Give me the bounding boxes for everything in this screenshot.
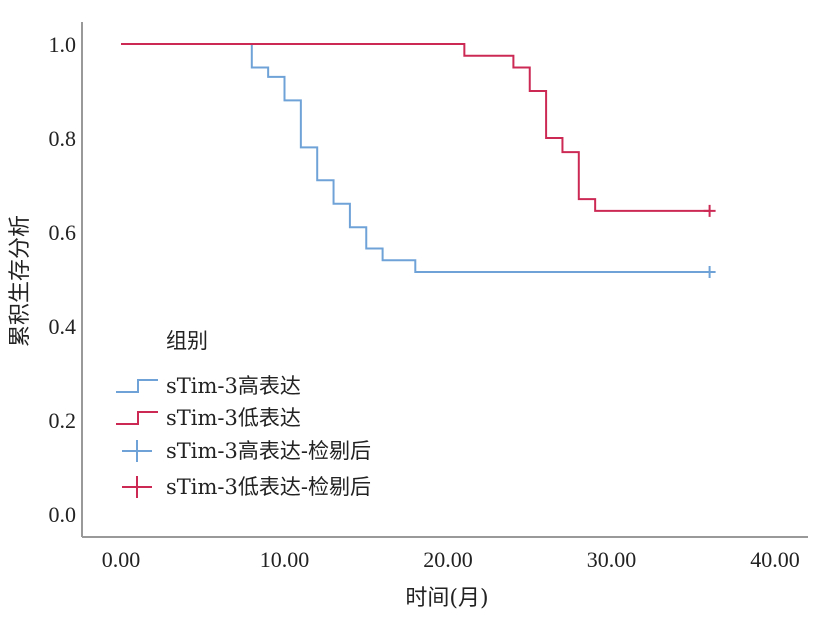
y-tick-labels: 0.0 0.2 0.4 0.6 0.8 1.0 [49, 32, 77, 527]
y-tick-label: 0.8 [49, 126, 77, 151]
legend-label: sTim-3高表达-检剔后 [166, 439, 371, 463]
x-tick-label: 30.00 [587, 547, 637, 572]
legend-plus-icon [122, 440, 152, 462]
x-tick-label: 10.00 [260, 547, 310, 572]
y-tick-label: 0.6 [49, 220, 77, 245]
y-axis-title: 累积生存分析 [8, 215, 33, 347]
series-line-0 [121, 43, 710, 273]
series-layer [121, 43, 716, 278]
legend-step-icon [116, 379, 158, 393]
x-tick-label: 20.00 [423, 547, 473, 572]
y-tick-label: 0.4 [49, 314, 77, 339]
censor-mark [703, 204, 716, 217]
legend-step-icon [116, 411, 158, 425]
censor-mark [703, 265, 716, 278]
legend-label: sTim-3低表达 [166, 406, 301, 430]
axes [81, 22, 808, 538]
x-tick-label: 40.00 [750, 547, 800, 572]
series-line-1 [121, 43, 710, 212]
y-tick-label: 0.0 [49, 502, 77, 527]
y-tick-label: 1.0 [49, 32, 77, 57]
x-axis-title: 时间(月) [405, 586, 488, 611]
legend-label: sTim-3低表达-检剔后 [166, 475, 371, 499]
legend-title: 组别 [166, 329, 208, 353]
x-tick-label: 0.00 [102, 547, 141, 572]
legend: 组别 sTim-3高表达 sTim-3低表达 sTim-3高表达-检剔后 sTim-3低… [116, 329, 371, 499]
x-tick-labels: 0.00 10.00 20.00 30.00 40.00 [102, 547, 800, 572]
legend-label: sTim-3高表达 [166, 374, 301, 398]
y-tick-label: 0.2 [49, 408, 77, 433]
legend-plus-icon [122, 476, 152, 498]
